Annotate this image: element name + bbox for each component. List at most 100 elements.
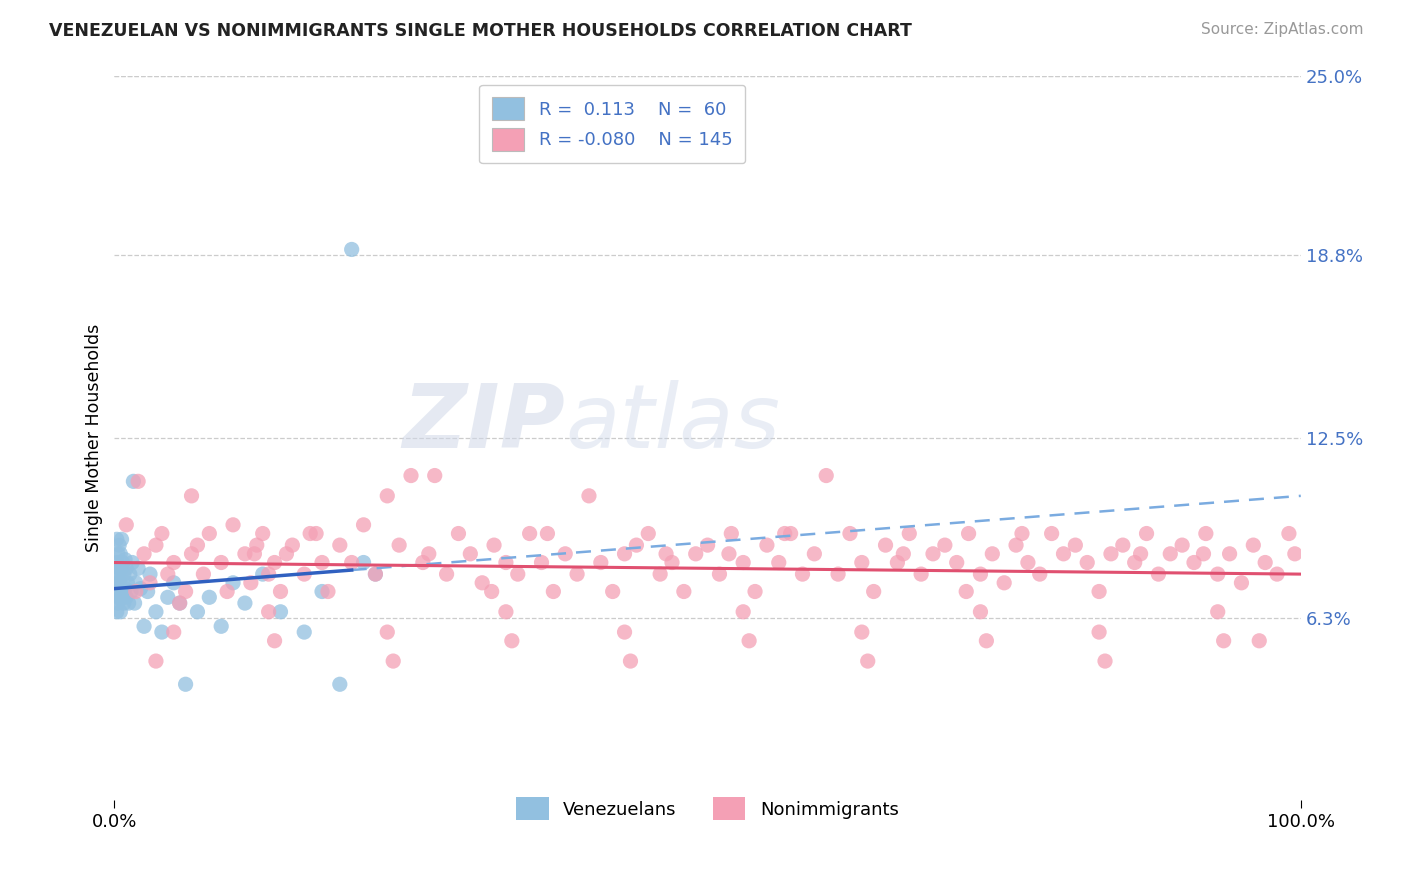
Point: [252, 526, 274, 541]
Point: [578, 489, 600, 503]
Point: [270, 605, 292, 619]
Point: [125, 575, 148, 590]
Point: [1029, 567, 1052, 582]
Point: [506, 567, 529, 582]
Point: [311, 556, 333, 570]
Point: [145, 605, 167, 619]
Point: [127, 561, 149, 575]
Point: [198, 526, 221, 541]
Point: [543, 584, 565, 599]
Point: [110, 575, 132, 590]
Point: [110, 533, 132, 547]
Point: [156, 591, 179, 605]
Point: [257, 567, 280, 582]
Point: [993, 575, 1015, 590]
Point: [270, 584, 292, 599]
Point: [382, 654, 405, 668]
Point: [115, 591, 138, 605]
Point: [637, 526, 659, 541]
Point: [1241, 538, 1264, 552]
Point: [969, 605, 991, 619]
Point: [316, 584, 339, 599]
Point: [110, 547, 132, 561]
Point: [222, 517, 245, 532]
Point: [112, 596, 135, 610]
Point: [117, 596, 139, 610]
Point: [139, 575, 162, 590]
Point: [1052, 547, 1074, 561]
Point: [717, 547, 740, 561]
Point: [233, 547, 256, 561]
Point: [1112, 538, 1135, 552]
Point: [252, 567, 274, 582]
Point: [132, 547, 155, 561]
Point: [163, 625, 186, 640]
Point: [163, 575, 186, 590]
Point: [104, 591, 127, 605]
Point: [150, 625, 173, 640]
Point: [1265, 567, 1288, 582]
Point: [733, 556, 755, 570]
Point: [111, 556, 134, 570]
Point: [239, 575, 262, 590]
Point: [1219, 547, 1241, 561]
Point: [169, 596, 191, 610]
Point: [768, 556, 790, 570]
Point: [839, 526, 862, 541]
Point: [311, 584, 333, 599]
Point: [129, 582, 152, 596]
Point: [934, 538, 956, 552]
Point: [423, 468, 446, 483]
Legend: Venezuelans, Nonimmigrants: Venezuelans, Nonimmigrants: [502, 782, 914, 835]
Point: [501, 633, 523, 648]
Point: [114, 582, 136, 596]
Point: [827, 567, 849, 582]
Point: [139, 567, 162, 582]
Point: [851, 625, 873, 640]
Point: [174, 677, 197, 691]
Text: ZIP: ZIP: [402, 380, 565, 467]
Point: [1005, 538, 1028, 552]
Point: [1094, 654, 1116, 668]
Point: [891, 547, 914, 561]
Point: [222, 575, 245, 590]
Point: [803, 547, 825, 561]
Point: [744, 584, 766, 599]
Point: [263, 633, 285, 648]
Point: [110, 605, 132, 619]
Point: [156, 567, 179, 582]
Point: [198, 591, 221, 605]
Point: [209, 556, 232, 570]
Point: [709, 567, 731, 582]
Point: [1011, 526, 1033, 541]
Point: [340, 556, 363, 570]
Point: [169, 596, 191, 610]
Point: [276, 547, 298, 561]
Point: [1040, 526, 1063, 541]
Point: [886, 556, 908, 570]
Point: [180, 547, 202, 561]
Point: [186, 605, 208, 619]
Point: [626, 538, 648, 552]
Point: [292, 567, 315, 582]
Point: [418, 547, 440, 561]
Point: [672, 584, 695, 599]
Point: [292, 625, 315, 640]
Point: [111, 584, 134, 599]
Point: [945, 556, 967, 570]
Point: [589, 556, 612, 570]
Point: [910, 567, 932, 582]
Point: [554, 547, 576, 561]
Point: [602, 584, 624, 599]
Point: [108, 591, 131, 605]
Point: [364, 567, 387, 582]
Point: [120, 584, 142, 599]
Point: [122, 475, 145, 489]
Point: [118, 567, 141, 582]
Point: [565, 567, 588, 582]
Point: [353, 556, 375, 570]
Point: [180, 489, 202, 503]
Point: [114, 552, 136, 566]
Point: [1212, 633, 1234, 648]
Point: [976, 633, 998, 648]
